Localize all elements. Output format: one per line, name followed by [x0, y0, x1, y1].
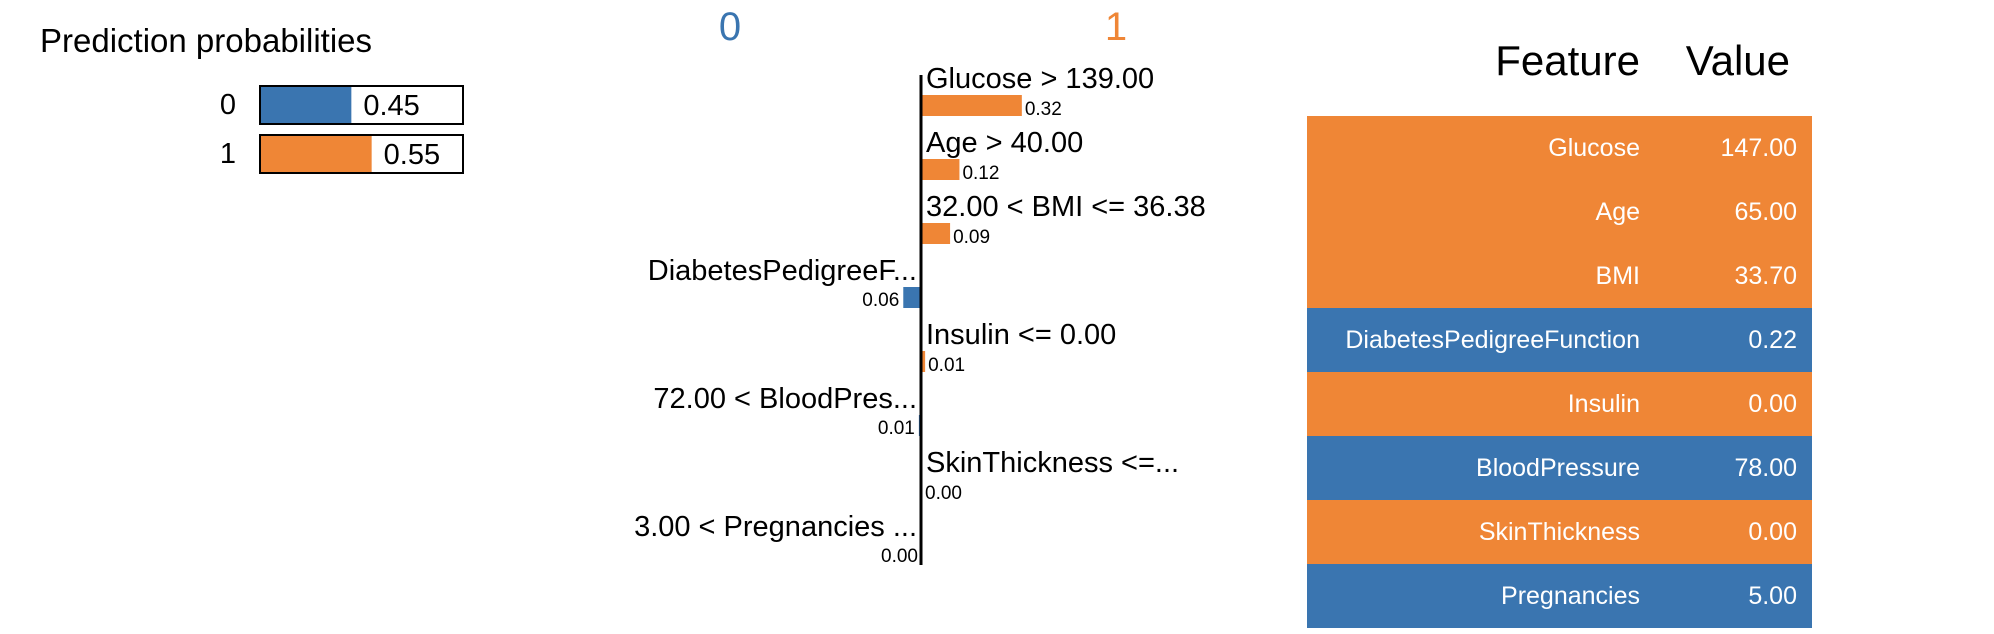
table-row — [1307, 244, 1812, 308]
table-row — [1307, 564, 1812, 628]
table-cell-value: 5.00 — [1748, 582, 1797, 610]
value-column-header: Value — [1686, 37, 1790, 84]
contribution-value-label: 0.06 — [862, 290, 899, 311]
probability-bar-frame — [259, 85, 464, 125]
table-cell-value: 0.22 — [1748, 326, 1797, 354]
probability-bar-frame — [259, 134, 464, 174]
table-cell-value: 147.00 — [1721, 134, 1797, 162]
prediction-probabilities-title: Prediction probabilities — [40, 22, 372, 59]
table-cell-value: 65.00 — [1734, 198, 1797, 226]
table-cell-feature: SkinThickness — [1479, 518, 1640, 546]
feature-condition-label: 72.00 < BloodPres... — [653, 383, 917, 415]
table-cell-value: 33.70 — [1734, 262, 1797, 290]
table-cell-value: 78.00 — [1734, 454, 1797, 482]
table-row — [1307, 308, 1812, 372]
contribution-bar — [922, 95, 1022, 116]
contribution-bar — [903, 287, 922, 308]
feature-condition-label: Age > 40.00 — [926, 127, 1083, 159]
table-rows: Glucose 147.00 Age 65.00 BMI 33.70 DiabetesPed… — [1307, 116, 1812, 628]
feature-condition-label: SkinThickness <=... — [926, 447, 1179, 479]
table-row — [1307, 116, 1812, 180]
table-cell-feature: Age — [1596, 198, 1640, 226]
table-row — [1307, 372, 1812, 436]
feature-condition-label: Insulin <= 0.00 — [926, 319, 1116, 351]
contribution-bar — [922, 159, 960, 180]
table-row — [1307, 180, 1812, 244]
probability-class-label: 0 — [220, 89, 236, 121]
contribution-bar — [922, 223, 951, 244]
table-cell-feature: Glucose — [1548, 134, 1640, 162]
probability-class-label: 1 — [220, 138, 236, 170]
feature-condition-label: 3.00 < Pregnancies ... — [634, 511, 917, 543]
table-cell-feature: Pregnancies — [1501, 582, 1640, 610]
feature-column-header: Feature — [1495, 37, 1640, 84]
class-1-header: 1 — [1105, 5, 1127, 49]
feature-contributions-panel: 0 1 Glucose > 139.00 0.32 Age > 40.00 0.12 3… — [634, 5, 1206, 567]
probability-value-label: 0.45 — [363, 90, 419, 122]
table-cell-value: 0.00 — [1748, 390, 1797, 418]
contribution-value-label: 0.01 — [878, 418, 915, 439]
table-cell-feature: DiabetesPedigreeFunction — [1345, 326, 1640, 354]
table-cell-value: 0.00 — [1748, 518, 1797, 546]
probability-bar-fill — [260, 86, 352, 124]
table-cell-feature: Insulin — [1568, 390, 1640, 418]
contribution-bars: Glucose > 139.00 0.32 Age > 40.00 0.12 32.00… — [634, 63, 1206, 567]
table-cell-feature: BloodPressure — [1476, 454, 1640, 482]
table-cell-feature: BMI — [1596, 262, 1640, 290]
contribution-value-label: 0.00 — [925, 483, 962, 504]
table-row — [1307, 436, 1812, 500]
prediction-probabilities-panel: Prediction probabilities 0 0.45 1 0.55 — [40, 22, 464, 174]
feature-value-table: Feature Value Glucose 147.00 Age 65.00 BMI 33… — [1307, 37, 1812, 628]
contribution-bar — [922, 351, 926, 372]
contribution-value-label: 0.01 — [928, 355, 965, 376]
feature-condition-label: DiabetesPedigreeF... — [648, 255, 917, 287]
contribution-value-label: 0.09 — [953, 227, 990, 248]
class-0-header: 0 — [719, 5, 741, 49]
probability-bars: 0 0.45 1 0.55 — [220, 85, 464, 174]
contribution-value-label: 0.32 — [1025, 99, 1062, 120]
contribution-value-label: 0.12 — [962, 163, 999, 184]
feature-condition-label: Glucose > 139.00 — [926, 63, 1154, 95]
feature-condition-label: 32.00 < BMI <= 36.38 — [926, 191, 1206, 223]
probability-value-label: 0.55 — [384, 139, 440, 171]
contribution-value-label: 0.00 — [881, 546, 918, 567]
table-row — [1307, 500, 1812, 564]
probability-bar-fill — [260, 135, 372, 173]
